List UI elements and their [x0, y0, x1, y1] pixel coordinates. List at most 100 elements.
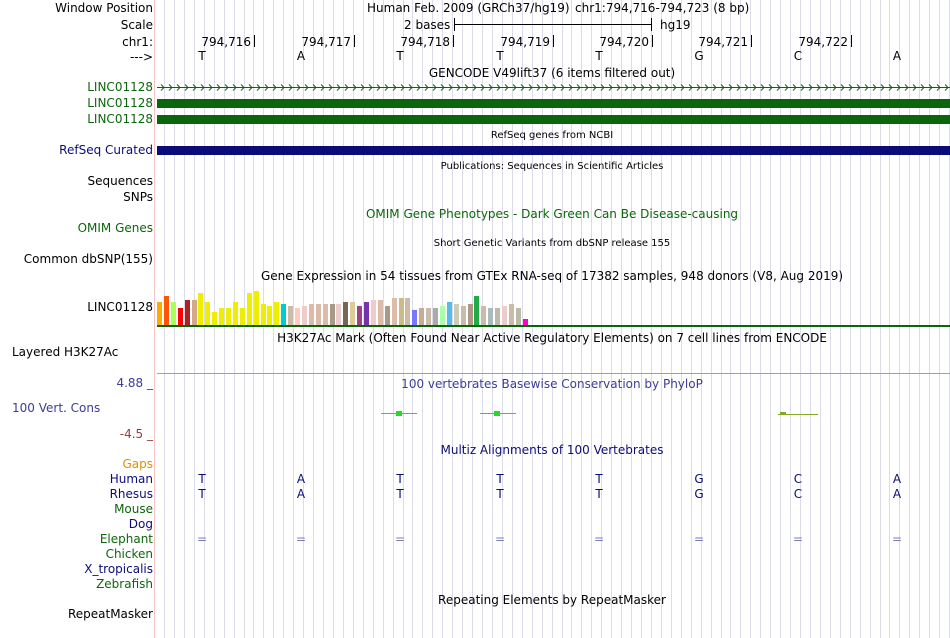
grid-line	[860, 0, 861, 638]
gencode-transcript-1-intron[interactable]	[157, 83, 950, 92]
species-elephant-label[interactable]: Elephant	[99, 532, 153, 546]
chrom-label[interactable]: chr1:	[122, 35, 153, 49]
gtex-tissue-bar[interactable]	[488, 308, 493, 325]
phylop-track-title[interactable]: 100 vertebrates Basewise Conservation by…	[401, 377, 703, 391]
species-chicken-label[interactable]: Chicken	[105, 547, 153, 561]
gtex-tissue-bar[interactable]	[267, 306, 272, 325]
gtex-tissue-bar[interactable]	[316, 304, 321, 325]
publications-track-title[interactable]: Publications: Sequences in Scientific Ar…	[440, 161, 664, 172]
gtex-tissue-bar[interactable]	[454, 304, 459, 325]
repeatmasker-track-title[interactable]: Repeating Elements by RepeatMasker	[438, 593, 666, 607]
gtex-tissue-bar[interactable]	[192, 300, 197, 325]
gtex-tissue-bar[interactable]	[226, 308, 231, 325]
gtex-tissue-bar[interactable]	[350, 302, 355, 325]
gtex-tissue-bar[interactable]	[495, 308, 500, 325]
gtex-tissue-bar[interactable]	[233, 302, 238, 325]
gtex-tissue-bar[interactable]	[419, 308, 424, 325]
gencode-item-label-3[interactable]: LINC01128	[87, 112, 153, 126]
gtex-tissue-bar[interactable]	[219, 308, 224, 325]
gtex-tissue-bar[interactable]	[164, 296, 169, 325]
gtex-tissue-bar[interactable]	[274, 302, 279, 325]
gtex-tissue-bar[interactable]	[357, 306, 362, 325]
gtex-tissue-bar[interactable]	[281, 304, 286, 325]
species-human-label[interactable]: Human	[109, 472, 153, 486]
gencode-transcript-3-exon[interactable]	[157, 115, 950, 124]
gtex-tissue-bar[interactable]	[468, 304, 473, 325]
gtex-tissue-bar[interactable]	[364, 302, 369, 325]
gtex-tissue-bar[interactable]	[330, 304, 335, 325]
gaps-label[interactable]: Gaps	[122, 457, 153, 471]
gtex-tissue-bar[interactable]	[212, 312, 217, 325]
gtex-tissue-bar[interactable]	[240, 308, 245, 325]
dbsnp-track-label[interactable]: Common dbSNP(155)	[23, 252, 153, 266]
gtex-tissue-bar[interactable]	[392, 298, 397, 325]
dbsnp-track-title[interactable]: Short Genetic Variants from dbSNP releas…	[433, 238, 671, 249]
gtex-tissue-bar[interactable]	[295, 308, 300, 325]
gtex-tissue-bar[interactable]	[405, 298, 410, 325]
gtex-tissue-bar[interactable]	[440, 306, 445, 325]
gtex-tissue-bar[interactable]	[309, 304, 314, 325]
species-rhesus-label[interactable]: Rhesus	[109, 487, 153, 501]
gtex-tissue-bar[interactable]	[509, 304, 514, 325]
gtex-tissue-bar[interactable]	[523, 319, 528, 325]
h3k27ac-track-label[interactable]: Layered H3K27Ac	[12, 345, 119, 359]
gtex-tissue-bar[interactable]	[261, 304, 266, 325]
refseq-gene-exon[interactable]	[157, 146, 950, 155]
elephant-gap-mark: =	[891, 532, 903, 546]
refseq-track-label[interactable]: RefSeq Curated	[59, 143, 153, 157]
gtex-tissue-bar[interactable]	[516, 308, 521, 325]
grid-line	[671, 0, 672, 638]
gtex-gene-extent[interactable]	[157, 325, 950, 327]
species-zebrafish-label[interactable]: Zebrafish	[96, 577, 153, 591]
gencode-track-title[interactable]: GENCODE V49lift37 (6 items filtered out)	[428, 66, 676, 80]
gtex-tissue-bar[interactable]	[302, 306, 307, 325]
gtex-tissue-bar[interactable]	[385, 306, 390, 325]
repeatmasker-track-label[interactable]: RepeatMasker	[67, 607, 153, 621]
gencode-item-label-2[interactable]: LINC01128	[87, 96, 153, 110]
gtex-tissue-bar[interactable]	[247, 293, 252, 325]
gtex-tissue-bar[interactable]	[412, 310, 417, 325]
refseq-track-title[interactable]: RefSeq genes from NCBI	[490, 130, 614, 141]
gtex-tissue-bar[interactable]	[502, 306, 507, 325]
omim-track-title[interactable]: OMIM Gene Phenotypes - Dark Green Can Be…	[365, 207, 739, 221]
gtex-tissue-bar[interactable]	[157, 302, 162, 325]
species-xtropicalis-label[interactable]: X_tropicalis	[84, 562, 153, 576]
gtex-tissue-bar[interactable]	[205, 302, 210, 325]
gtex-track-title[interactable]: Gene Expression in 54 tissues from GTEx …	[260, 269, 844, 283]
multiz-track-title[interactable]: Multiz Alignments of 100 Vertebrates	[440, 443, 664, 457]
sequences-track-label[interactable]: Sequences	[87, 174, 153, 188]
cons-track-label[interactable]: 100 Vert. Cons	[12, 401, 101, 415]
gtex-tissue-bar[interactable]	[343, 302, 348, 325]
reference-base: T	[198, 49, 206, 63]
gtex-tissue-bar[interactable]	[254, 291, 259, 325]
grid-line	[830, 0, 831, 638]
gtex-tissue-bar[interactable]	[399, 298, 404, 325]
grid-line	[870, 0, 871, 638]
gtex-tissue-bar[interactable]	[461, 306, 466, 325]
species-mouse-label[interactable]: Mouse	[114, 502, 153, 516]
gtex-tissue-bar[interactable]	[336, 304, 341, 325]
gtex-tissue-bar[interactable]	[426, 308, 431, 325]
species-dog-label[interactable]: Dog	[128, 517, 153, 531]
gtex-gene-label[interactable]: LINC01128	[87, 300, 153, 314]
h3k27ac-track-title[interactable]: H3K27Ac Mark (Often Found Near Active Re…	[277, 331, 827, 345]
gtex-tissue-bar[interactable]	[433, 308, 438, 325]
snps-track-label[interactable]: SNPs	[123, 190, 153, 204]
gtex-tissue-bar[interactable]	[178, 308, 183, 325]
strand-toggle[interactable]: --->	[129, 50, 153, 64]
gencode-transcript-2-exon[interactable]	[157, 99, 950, 108]
gtex-tissue-bar[interactable]	[378, 300, 383, 325]
gtex-tissue-bar[interactable]	[447, 302, 452, 325]
gtex-tissue-bar[interactable]	[171, 302, 176, 325]
gtex-tissue-bar[interactable]	[474, 296, 479, 325]
grid-line	[601, 0, 602, 638]
gencode-item-label-1[interactable]: LINC01128	[87, 80, 153, 94]
gtex-tissue-bar[interactable]	[185, 300, 190, 325]
gtex-tissue-bar[interactable]	[371, 300, 376, 325]
gtex-tissue-bar[interactable]	[198, 293, 203, 325]
omim-track-label[interactable]: OMIM Genes	[77, 221, 153, 235]
gtex-tissue-bar[interactable]	[288, 306, 293, 325]
gtex-tissue-bar[interactable]	[481, 306, 486, 325]
gtex-tissue-bar[interactable]	[323, 304, 328, 325]
reference-base: T	[595, 49, 603, 63]
